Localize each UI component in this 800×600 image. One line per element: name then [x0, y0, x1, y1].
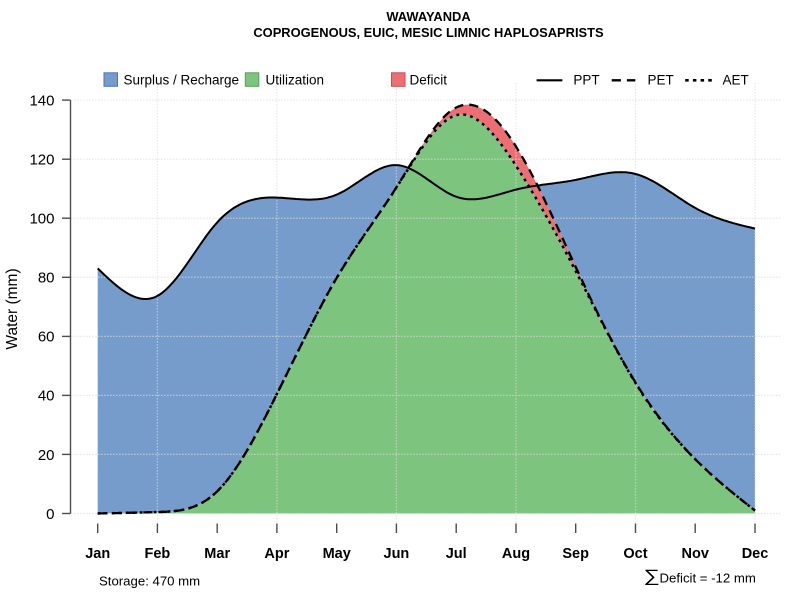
svg-text:Water (mm): Water (mm) [4, 268, 21, 349]
svg-text:0: 0 [46, 506, 54, 523]
svg-text:Nov: Nov [681, 546, 708, 562]
svg-text:Oct: Oct [623, 546, 647, 562]
svg-text:Deficit = -12 mm: Deficit = -12 mm [660, 571, 756, 586]
svg-text:Utilization: Utilization [266, 72, 325, 87]
svg-text:Jun: Jun [384, 546, 410, 562]
svg-text:140: 140 [29, 92, 54, 109]
svg-text:Mar: Mar [204, 546, 230, 562]
svg-text:100: 100 [29, 211, 54, 228]
svg-text:May: May [323, 546, 351, 562]
svg-text:Aug: Aug [502, 546, 530, 562]
svg-text:AET: AET [723, 72, 749, 87]
svg-text:Surplus / Recharge: Surplus / Recharge [124, 72, 240, 87]
svg-text:PET: PET [648, 72, 674, 87]
svg-text:80: 80 [38, 270, 55, 287]
svg-text:Jul: Jul [446, 546, 467, 562]
svg-text:WAWAYANDA: WAWAYANDA [386, 9, 470, 24]
svg-text:COPROGENOUS, EUIC, MESIC LIMNI: COPROGENOUS, EUIC, MESIC LIMNIC HAPLOSAP… [253, 25, 604, 40]
svg-text:Apr: Apr [264, 546, 289, 562]
svg-text:40: 40 [38, 388, 55, 405]
svg-text:∑: ∑ [644, 567, 660, 586]
svg-text:60: 60 [38, 329, 55, 346]
svg-text:Sep: Sep [562, 546, 589, 562]
svg-text:Storage: 470 mm: Storage: 470 mm [99, 574, 200, 589]
svg-text:20: 20 [38, 447, 55, 464]
svg-text:120: 120 [29, 152, 54, 169]
svg-text:Feb: Feb [145, 546, 171, 562]
svg-text:Deficit: Deficit [410, 72, 448, 87]
svg-text:PPT: PPT [573, 72, 599, 87]
svg-text:Dec: Dec [742, 546, 769, 562]
svg-text:Jan: Jan [85, 546, 110, 562]
